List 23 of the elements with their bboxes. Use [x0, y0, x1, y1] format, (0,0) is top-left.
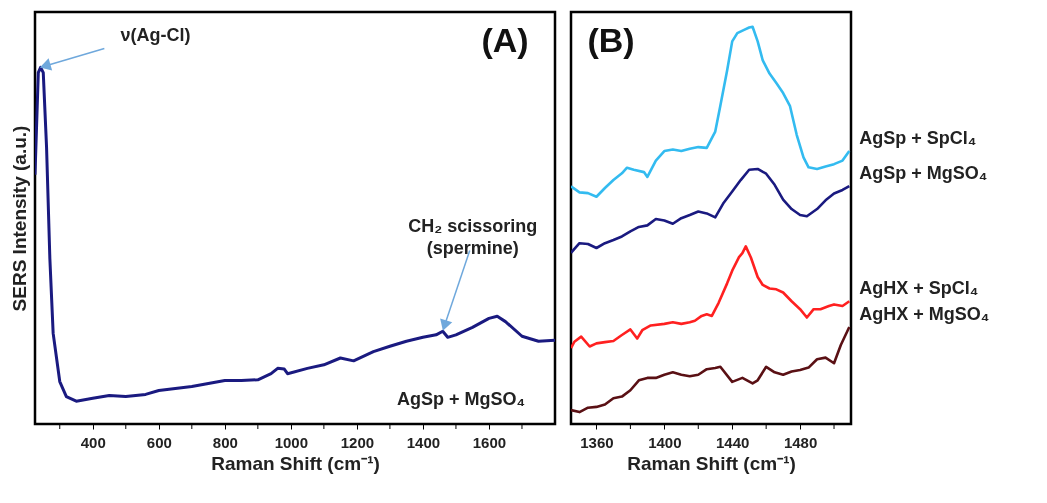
- x-tick-label: 800: [212, 433, 238, 451]
- x-tick-label: 600: [146, 433, 172, 451]
- chart-title: (B): [587, 21, 635, 59]
- annotation: ν(Ag-Cl): [120, 25, 191, 46]
- x-axis-title: Raman Shift (cm⁻¹): [211, 452, 380, 474]
- x-tick-label: 400: [80, 433, 106, 451]
- chart-title: (A): [481, 21, 529, 59]
- x-tick-label: 1400: [648, 433, 682, 451]
- annotation: CH₂ scissoring (spermine): [408, 216, 538, 259]
- series-label: AgHX + MgSO₄: [859, 304, 990, 325]
- text: AgSp + MgSO₄: [396, 389, 525, 410]
- x-tick-label: 1200: [340, 433, 375, 451]
- y-axis-title: SERS Intensity (a.u.): [8, 125, 30, 312]
- x-tick-label: 1440: [716, 433, 750, 451]
- x-tick-label: 1000: [274, 433, 309, 451]
- x-tick-label: 1600: [472, 433, 507, 451]
- x-tick-label: 1360: [580, 433, 614, 451]
- x-tick-label: 1400: [406, 433, 441, 451]
- x-tick-label: 1480: [783, 433, 818, 451]
- series-label: AgHX + SpCl₄: [859, 278, 979, 299]
- series-label: AgSp + MgSO₄: [859, 163, 988, 184]
- x-axis-title: Raman Shift (cm⁻¹): [627, 452, 796, 474]
- series-label: AgSp + SpCl₄: [859, 128, 977, 149]
